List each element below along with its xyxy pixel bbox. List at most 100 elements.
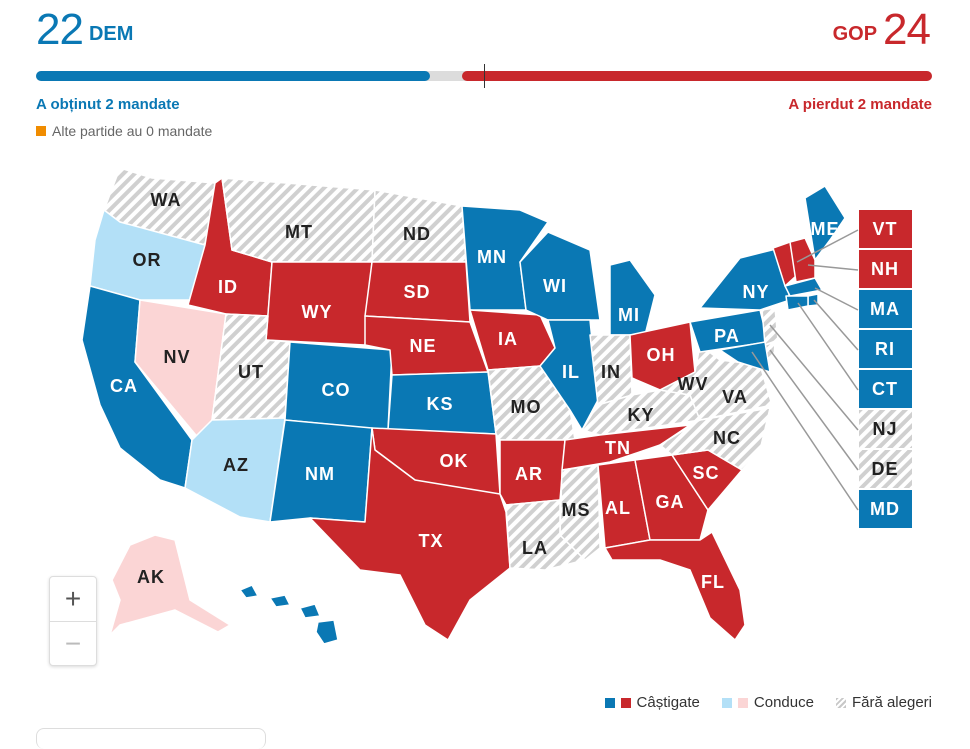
label-SC: SC — [692, 463, 719, 483]
other-parties-note: Alte partide au 0 mandate — [36, 123, 212, 139]
label-UT: UT — [238, 362, 264, 382]
gop-label: GOP — [832, 23, 878, 45]
legend-leading: Conduce — [753, 694, 814, 711]
state-MT[interactable] — [221, 177, 376, 263]
state-RI[interactable] — [807, 293, 819, 307]
gop-bar-fill — [461, 71, 932, 81]
legend-gop-leading-swatch — [737, 697, 748, 708]
label-NJ: NJ — [872, 419, 897, 439]
label-CO: CO — [322, 380, 351, 400]
label-NH: NH — [871, 259, 899, 279]
label-TN: TN — [605, 438, 631, 458]
box-NH[interactable] — [859, 250, 912, 288]
dem-seat-count: 22 DEM — [36, 8, 133, 52]
state-CT[interactable] — [785, 295, 809, 311]
zoom-out-button[interactable]: − — [64, 628, 82, 659]
label-DE: DE — [871, 459, 898, 479]
label-NM: NM — [305, 464, 335, 484]
state-MA[interactable] — [784, 277, 823, 297]
other-parties-swatch — [36, 126, 46, 136]
label-OH: OH — [647, 345, 676, 365]
label-ND: ND — [403, 224, 431, 244]
label-KY: KY — [627, 405, 654, 425]
legend-no-election-swatch — [835, 697, 846, 708]
label-NV: NV — [163, 347, 190, 367]
state-WV[interactable] — [659, 344, 721, 396]
box-CT[interactable] — [859, 370, 912, 408]
label-HI: HI — [273, 623, 293, 643]
label-MA: MA — [870, 299, 900, 319]
label-CA: CA — [110, 376, 138, 396]
box-DE[interactable] — [859, 450, 912, 488]
state-IL[interactable] — [539, 319, 599, 431]
label-MI: MI — [618, 305, 640, 325]
state-GA[interactable] — [634, 454, 709, 541]
state-OR[interactable] — [89, 209, 206, 301]
label-CT: CT — [872, 379, 898, 399]
legend-no-election: Fără alegeri — [851, 694, 932, 711]
dem-count: 22 — [36, 5, 84, 54]
box-VT[interactable] — [859, 210, 912, 248]
label-WA: WA — [151, 190, 182, 210]
gop-seat-count: GOP 24 — [832, 5, 931, 54]
box-MA[interactable] — [859, 290, 912, 328]
box-NJ[interactable] — [859, 410, 912, 448]
label-TX: TX — [418, 531, 443, 551]
other-parties-text: Alte partide au 0 mandate — [52, 123, 213, 139]
label-WI: WI — [543, 276, 567, 296]
gop-count: 24 — [883, 5, 931, 54]
state-AK[interactable] — [109, 534, 231, 636]
label-KS: KS — [426, 394, 453, 414]
zoom-control: + − — [49, 576, 97, 666]
state-MI[interactable] — [609, 259, 656, 336]
label-WY: WY — [302, 302, 333, 322]
label-GA: GA — [656, 492, 685, 512]
label-ME: ME — [811, 219, 840, 239]
label-IN: IN — [601, 362, 621, 382]
state-NJ[interactable] — [761, 307, 779, 346]
dem-status: A obținut 2 mandate — [36, 96, 180, 113]
label-AZ: AZ — [223, 455, 249, 475]
legend-dem-leading-swatch — [721, 697, 732, 708]
legend-dem-swatch — [604, 697, 615, 708]
dem-bar-fill — [36, 71, 431, 81]
label-FL: FL — [701, 572, 725, 592]
ne-label-boxes — [859, 210, 912, 528]
label-MT: MT — [285, 222, 313, 242]
state-ME[interactable] — [804, 185, 846, 261]
dem-label: DEM — [88, 23, 134, 45]
label-MO: MO — [511, 397, 542, 417]
map-legend: Câștigate Conduce Fără alegeri — [604, 694, 932, 711]
label-MN: MN — [477, 247, 507, 267]
state-WI[interactable] — [519, 231, 601, 321]
label-PA: PA — [714, 326, 740, 346]
label-AK: AK — [137, 567, 165, 587]
label-WV: WV — [678, 374, 709, 394]
label-SD: SD — [403, 282, 430, 302]
label-NY: NY — [742, 282, 769, 302]
label-VT: VT — [872, 219, 897, 239]
legend-gop-swatch — [620, 697, 631, 708]
legend-won: Câștigate — [636, 694, 700, 711]
label-AL: AL — [605, 498, 631, 518]
label-RI: RI — [875, 339, 895, 359]
state-MD[interactable] — [719, 341, 771, 373]
gop-status: A pierdut 2 mandate — [788, 96, 932, 113]
zoom-in-button[interactable]: + — [50, 577, 96, 622]
state-FL[interactable] — [604, 531, 746, 641]
ne-leader-lines — [751, 229, 859, 511]
label-LA: LA — [522, 538, 548, 558]
box-RI[interactable] — [859, 330, 912, 368]
label-NE: NE — [409, 336, 436, 356]
state-NH[interactable] — [789, 237, 816, 283]
state-HI[interactable] — [239, 584, 339, 645]
label-AR: AR — [515, 464, 543, 484]
label-MD: MD — [870, 499, 900, 519]
state-labels: WA OR CA NV ID MT WY UT AZ CO NM ND SD N… — [110, 190, 900, 643]
label-OR: OR — [133, 250, 162, 270]
label-VA: VA — [722, 387, 748, 407]
state-MS[interactable] — [559, 464, 601, 561]
box-MD[interactable] — [859, 490, 912, 528]
state-TX[interactable] — [309, 427, 511, 641]
